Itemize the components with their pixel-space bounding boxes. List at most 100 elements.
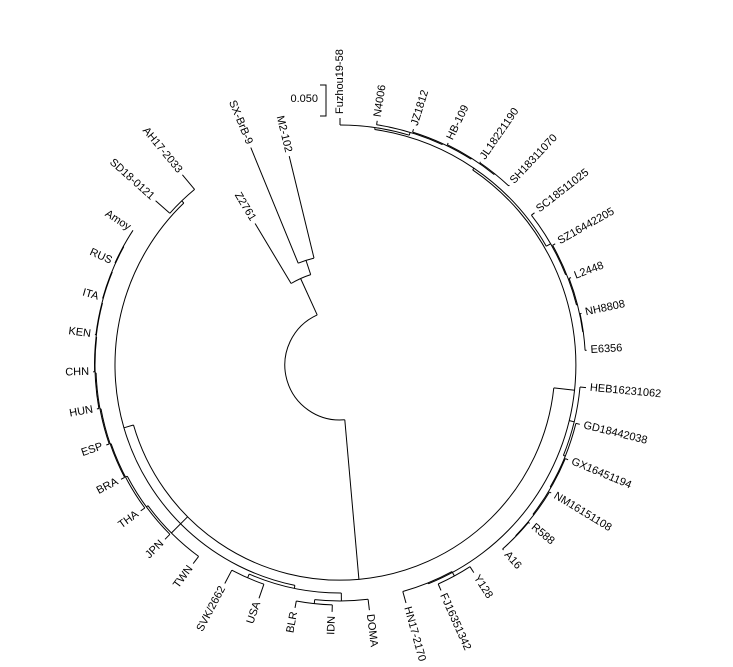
tip-label: Amoy xyxy=(103,208,134,234)
node-arc-42 xyxy=(532,458,566,515)
tip-label: BRA xyxy=(95,475,121,496)
node-arc-48 xyxy=(502,522,529,550)
tip-label: SH18311070 xyxy=(508,132,560,186)
branch-82 xyxy=(164,533,171,540)
node-arc-26 xyxy=(552,245,577,306)
node-arc-36 xyxy=(562,386,581,456)
node-arc-63 xyxy=(314,598,369,602)
branch-85 xyxy=(140,507,146,512)
branch-60 xyxy=(293,585,296,589)
node-arc-29 xyxy=(568,278,584,333)
tip-label: E6356 xyxy=(590,342,622,356)
tip-label: GD18442038 xyxy=(582,419,648,446)
branch-114 xyxy=(288,155,315,259)
tip-label: SC18511025 xyxy=(534,166,591,214)
tip-label: L2448 xyxy=(573,260,606,282)
tip-label: A16 xyxy=(502,549,524,572)
branch-57 xyxy=(402,591,407,604)
tip-label: N4006 xyxy=(372,84,389,118)
tip-label: DOMA xyxy=(364,613,380,648)
branch-24 xyxy=(531,212,535,216)
tip-label: HB-109 xyxy=(444,103,471,142)
tip-label: HUN xyxy=(68,404,94,420)
tip-label: IDN xyxy=(325,616,338,635)
node-arc-32 xyxy=(579,313,586,351)
tip-label: HEB16231062 xyxy=(589,382,661,400)
node-arc-16 xyxy=(447,144,495,175)
tip-label: SD18-0121 xyxy=(107,156,157,202)
tip-label: JPN xyxy=(143,538,166,561)
node-arc-45 xyxy=(515,491,550,537)
node-arc-7 xyxy=(339,124,410,136)
tip-label: HN17-2170 xyxy=(401,605,428,662)
tip-label: TWN xyxy=(171,563,196,590)
branch-75 xyxy=(155,200,171,214)
node-arc-99 xyxy=(95,271,113,335)
branch-11 xyxy=(376,120,378,125)
node-arc-59 xyxy=(114,202,296,586)
tip-labels: Fuzhou19-58 N4006 JZ1812 HB-109 JL18221190SH… xyxy=(65,49,662,663)
tree-branches xyxy=(93,118,587,612)
scale-bar: 0.050 xyxy=(290,84,327,117)
node-arc-23 xyxy=(531,214,567,275)
branch-88 xyxy=(120,476,125,480)
node-arc-87 xyxy=(100,408,126,478)
branch-56 xyxy=(437,583,442,591)
branch-72 xyxy=(224,569,233,584)
tip-label: Fuzhou19-58 xyxy=(334,49,346,114)
node-arc-10 xyxy=(376,124,443,146)
node-arc-39 xyxy=(549,423,577,488)
node-arc-5 xyxy=(374,129,547,247)
branch-37 xyxy=(579,386,587,389)
tip-label: THA xyxy=(116,508,141,531)
branch-111 xyxy=(305,260,312,275)
tip-label: ITA xyxy=(81,287,101,303)
node-arc-90 xyxy=(95,372,110,445)
branch-69 xyxy=(247,573,250,578)
branch-50 xyxy=(502,548,504,551)
branch-30 xyxy=(568,277,572,279)
node-arc-52 xyxy=(402,571,453,592)
tip-label: KEN xyxy=(68,325,92,340)
branch-35 xyxy=(569,420,575,423)
tip-label: USA xyxy=(245,599,264,625)
tip-label: JZ1812 xyxy=(409,89,431,128)
branch-71 xyxy=(258,584,265,599)
node-arc-102 xyxy=(102,246,125,299)
node-arc-112 xyxy=(298,257,315,264)
branch-55 xyxy=(469,566,475,573)
branch-20 xyxy=(479,161,481,163)
branch-43 xyxy=(565,458,569,461)
branch-22 xyxy=(546,243,551,247)
tip-label: GX16451194 xyxy=(570,456,634,492)
branch-91 xyxy=(106,443,110,446)
tip-label: Z2761 xyxy=(232,190,258,223)
branch-58 xyxy=(123,424,134,429)
node-arc-66 xyxy=(296,600,333,606)
tip-label: Y128 xyxy=(471,573,495,601)
tip-label: SVK/2662 xyxy=(194,584,228,633)
node-arc-105 xyxy=(114,230,134,264)
branch-21 xyxy=(508,184,510,187)
branch-46 xyxy=(549,491,552,494)
branch-49 xyxy=(528,522,530,524)
tip-label: FJ16351342 xyxy=(437,592,473,653)
branch-108 xyxy=(300,278,318,316)
tip-label: SX-BrB-9 xyxy=(226,99,255,147)
branch-64 xyxy=(367,599,370,611)
node-arc-96 xyxy=(94,302,103,372)
tip-label: ESP xyxy=(80,441,105,459)
branch-0 xyxy=(344,419,360,580)
branch-53 xyxy=(451,571,455,577)
branch-77 xyxy=(171,516,189,534)
branch-40 xyxy=(575,422,580,425)
tip-label: R588 xyxy=(529,521,557,547)
branch-79 xyxy=(192,556,199,564)
tip-label: AH17-2033 xyxy=(140,125,185,176)
branch-76 xyxy=(182,174,195,190)
node-arc-1 xyxy=(133,387,555,581)
tip-label: CHN xyxy=(65,366,89,379)
branch-113 xyxy=(250,147,299,264)
root-arc xyxy=(284,314,345,421)
